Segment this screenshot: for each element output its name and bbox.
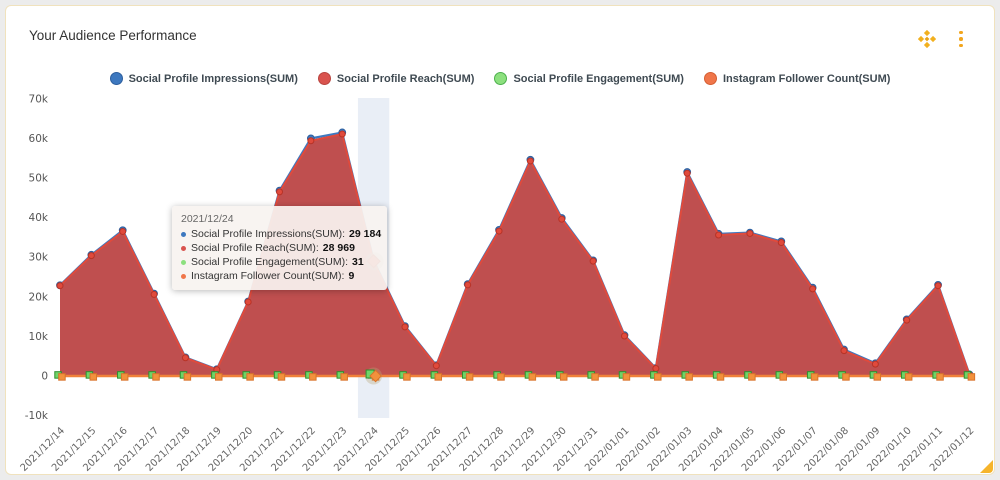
tooltip-series-value: 28 969 xyxy=(322,242,355,254)
more-options-icon[interactable] xyxy=(952,30,970,48)
tooltip-series-value: 29 184 xyxy=(349,228,382,240)
tooltip-row: Instagram Follower Count(SUM): 9 xyxy=(181,270,377,282)
audience-performance-widget: Your Audience Performance xyxy=(5,5,995,475)
legend-dot-icon xyxy=(109,72,123,85)
chart-legend: Social Profile Impressions(SUM) Social Pr… xyxy=(6,72,994,85)
tooltip-series-dot-icon xyxy=(181,231,186,237)
tooltip-series-dot-icon xyxy=(181,245,186,251)
tooltip-series-dot-icon xyxy=(181,273,186,279)
legend-item-label: Social Profile Reach(SUM) xyxy=(336,72,475,85)
tooltip-row: Social Profile Reach(SUM): 28 969 xyxy=(181,242,377,254)
tooltip-series-label: Social Profile Engagement(SUM): xyxy=(191,256,348,268)
tooltip-row: Social Profile Engagement(SUM): 31 xyxy=(181,256,377,268)
move-icon-glyph xyxy=(918,30,936,48)
legend-dot-icon xyxy=(703,72,717,85)
ellipsis-dots xyxy=(959,30,963,48)
tooltip-series-label: Instagram Follower Count(SUM): xyxy=(191,270,345,282)
move-icon[interactable] xyxy=(918,30,936,48)
legend-item-label: Social Profile Engagement(SUM) xyxy=(513,72,684,85)
tooltip-series-label: Social Profile Reach(SUM): xyxy=(191,242,319,254)
chart-tooltip: 2021/12/24 Social Profile Impressions(SU… xyxy=(172,206,387,290)
widget-title: Your Audience Performance xyxy=(29,28,197,43)
legend-item-0[interactable]: Social Profile Impressions(SUM) xyxy=(109,72,298,85)
legend-item-label: Instagram Follower Count(SUM) xyxy=(722,72,891,85)
legend-item-3[interactable]: Instagram Follower Count(SUM) xyxy=(703,72,891,85)
widget-actions xyxy=(918,30,970,48)
tooltip-series-value: 31 xyxy=(351,256,364,268)
legend-dot-icon xyxy=(494,72,508,85)
legend-item-label: Social Profile Impressions(SUM) xyxy=(128,72,298,85)
tooltip-row: Social Profile Impressions(SUM): 29 184 xyxy=(181,228,381,240)
legend-item-2[interactable]: Social Profile Engagement(SUM) xyxy=(494,72,684,85)
tooltip-date: 2021/12/24 xyxy=(181,213,234,225)
resize-handle[interactable] xyxy=(980,460,993,473)
tooltip-series-label: Social Profile Impressions(SUM): xyxy=(191,228,346,240)
legend-item-1[interactable]: Social Profile Reach(SUM) xyxy=(317,72,475,85)
legend-dot-icon xyxy=(317,72,331,85)
tooltip-series-value: 9 xyxy=(348,270,355,282)
tooltip-series-dot-icon xyxy=(181,259,186,265)
